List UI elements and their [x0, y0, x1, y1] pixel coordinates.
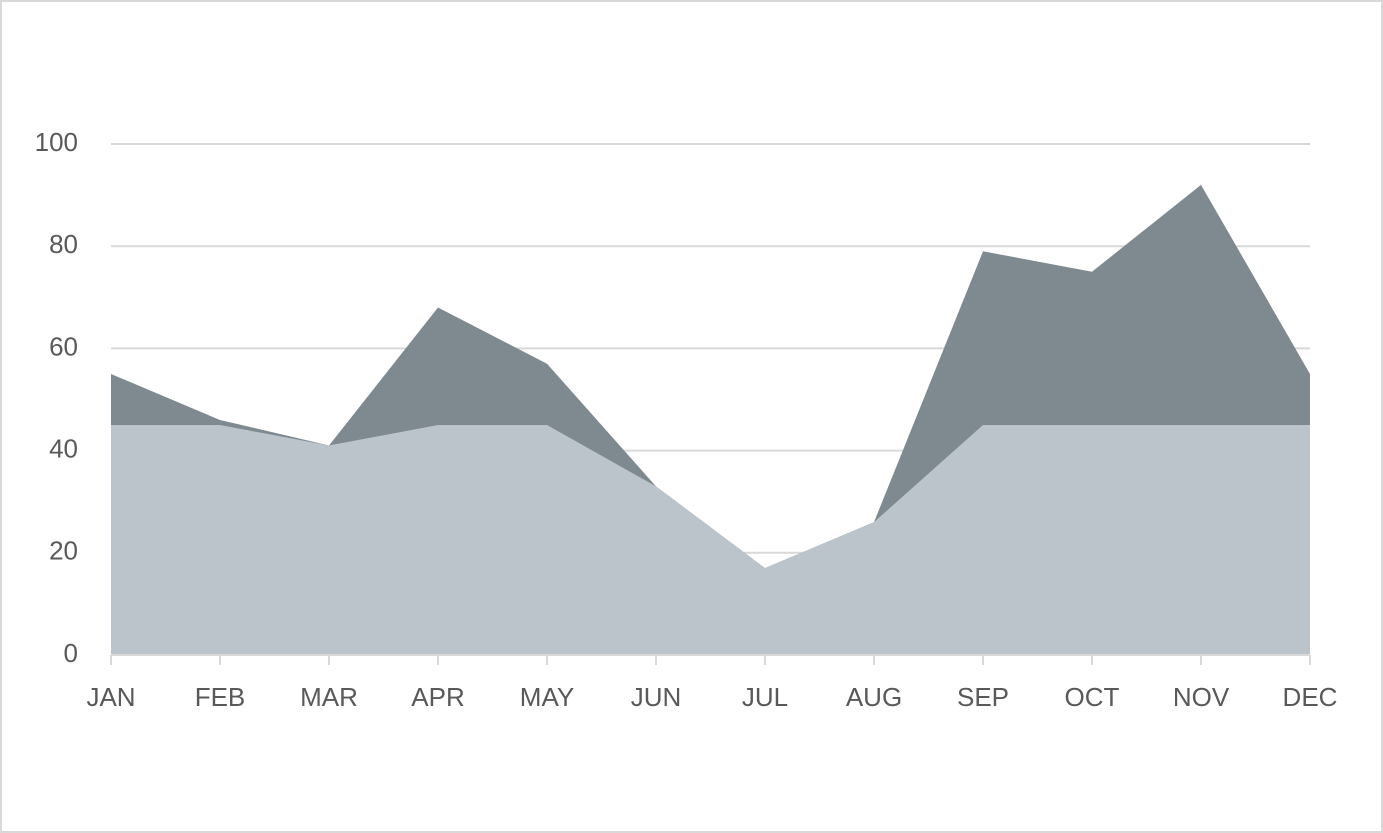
x-tick-label: FEB — [195, 682, 246, 712]
x-tick-label: JUN — [631, 682, 682, 712]
area — [111, 425, 1310, 655]
x-tick-label: MAR — [300, 682, 358, 712]
x-tick-label: AUG — [846, 682, 902, 712]
x-tick-label: NOV — [1173, 682, 1230, 712]
x-tick-label: OCT — [1065, 682, 1120, 712]
areas — [111, 184, 1310, 655]
x-tick-label: SEP — [957, 682, 1009, 712]
x-tick-label: DEC — [1283, 682, 1338, 712]
x-tick-label: APR — [411, 682, 464, 712]
x-tick-label: JAN — [86, 682, 135, 712]
y-tick-label: 0 — [64, 638, 78, 668]
x-tick-label: JUL — [742, 682, 788, 712]
x-tick-label: MAY — [520, 682, 574, 712]
y-tick-label: 60 — [49, 331, 78, 361]
y-tick-label: 40 — [49, 433, 78, 463]
axes: 0 20 40 60 80 100 JAN FEB MAR APR MAY JUN JUL AUG SEP O… — [35, 127, 1338, 712]
y-tick-label: 80 — [49, 229, 78, 259]
y-tick-label: 20 — [49, 536, 78, 566]
y-tick-label: 100 — [35, 127, 78, 157]
